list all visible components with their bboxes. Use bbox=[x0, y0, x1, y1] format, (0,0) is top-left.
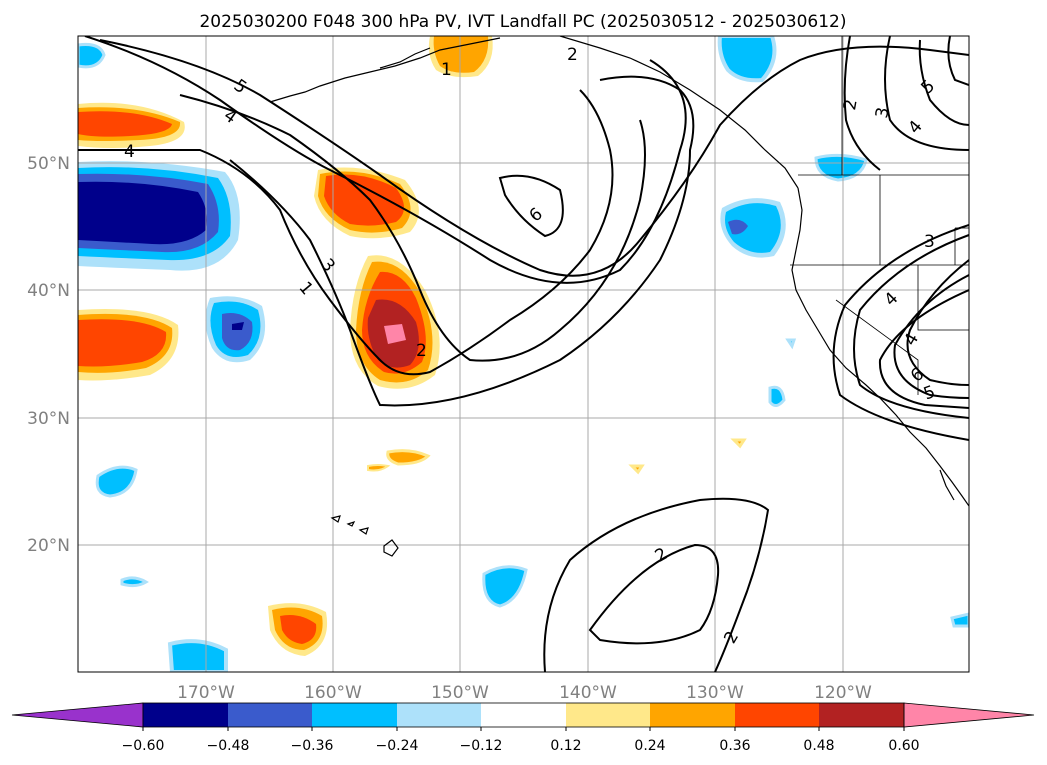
colorbar-extend-high bbox=[903, 702, 1035, 728]
colorbar-segment bbox=[650, 703, 735, 727]
longitude-ticks: 170°W 160°W 150°W 140°W 130°W 120°W bbox=[177, 683, 872, 703]
colorbar-segment bbox=[228, 703, 312, 727]
lon-tick-label: 120°W bbox=[814, 683, 872, 703]
colorbar-tick-label: 0.12 bbox=[550, 738, 581, 754]
contour-label: 1 bbox=[441, 60, 452, 80]
colorbar-tick-label: −0.12 bbox=[460, 738, 503, 754]
ivt-contours bbox=[78, 36, 969, 672]
colorbar: −0.60 −0.48 −0.36 −0.24 −0.12 0.12 0.24 … bbox=[11, 702, 1035, 754]
lon-tick-label: 140°W bbox=[559, 683, 617, 703]
lon-tick-label: 170°W bbox=[177, 683, 235, 703]
map-title: 2025030200 F048 300 hPa PV, IVT Landfall… bbox=[199, 12, 846, 32]
colorbar-ticks: −0.60 −0.48 −0.36 −0.24 −0.12 0.12 0.24 … bbox=[122, 727, 920, 754]
colorbar-segment bbox=[566, 703, 650, 727]
colorbar-tick-label: 0.60 bbox=[888, 738, 919, 754]
coastlines bbox=[269, 36, 969, 557]
lon-tick-label: 150°W bbox=[431, 683, 489, 703]
lat-tick-label: 50°N bbox=[27, 154, 70, 174]
colorbar-segment bbox=[819, 703, 904, 727]
map-panel: 1 2 4 5 4 3 1 6 2 2 2 3 4 5 3 4 4 6 5 2 … bbox=[78, 36, 969, 672]
contour-label: 4 bbox=[124, 142, 135, 162]
political-borders bbox=[790, 36, 969, 395]
colorbar-tick-label: −0.60 bbox=[122, 738, 165, 754]
colorbar-tick-label: −0.36 bbox=[291, 738, 334, 754]
contour-label: 3 bbox=[872, 106, 894, 120]
contour-label: 2 bbox=[840, 98, 862, 112]
lat-tick-label: 20°N bbox=[27, 536, 70, 556]
map-frame bbox=[77, 35, 970, 673]
colorbar-tick-label: 0.24 bbox=[634, 738, 665, 754]
latitude-ticks: 50°N 40°N 30°N 20°N bbox=[27, 154, 70, 556]
contour-label: 3 bbox=[924, 232, 935, 252]
lat-tick-label: 30°N bbox=[27, 409, 70, 429]
colorbar-segment bbox=[312, 703, 397, 727]
colorbar-segment bbox=[143, 703, 228, 727]
pv-shading bbox=[78, 36, 969, 672]
lon-tick-label: 130°W bbox=[686, 683, 744, 703]
lat-tick-label: 40°N bbox=[27, 281, 70, 301]
colorbar-extend-low bbox=[11, 702, 144, 728]
colorbar-segment bbox=[397, 703, 481, 727]
lon-tick-label: 160°W bbox=[304, 683, 362, 703]
colorbar-segment bbox=[481, 703, 566, 727]
contour-label: 2 bbox=[416, 341, 427, 361]
colorbar-tick-label: 0.36 bbox=[719, 738, 750, 754]
colorbar-segment bbox=[735, 703, 819, 727]
colorbar-tick-label: 0.48 bbox=[803, 738, 834, 754]
colorbar-tick-label: −0.24 bbox=[376, 738, 419, 754]
colorbar-tick-label: −0.48 bbox=[207, 738, 250, 754]
contour-label: 2 bbox=[567, 45, 578, 65]
